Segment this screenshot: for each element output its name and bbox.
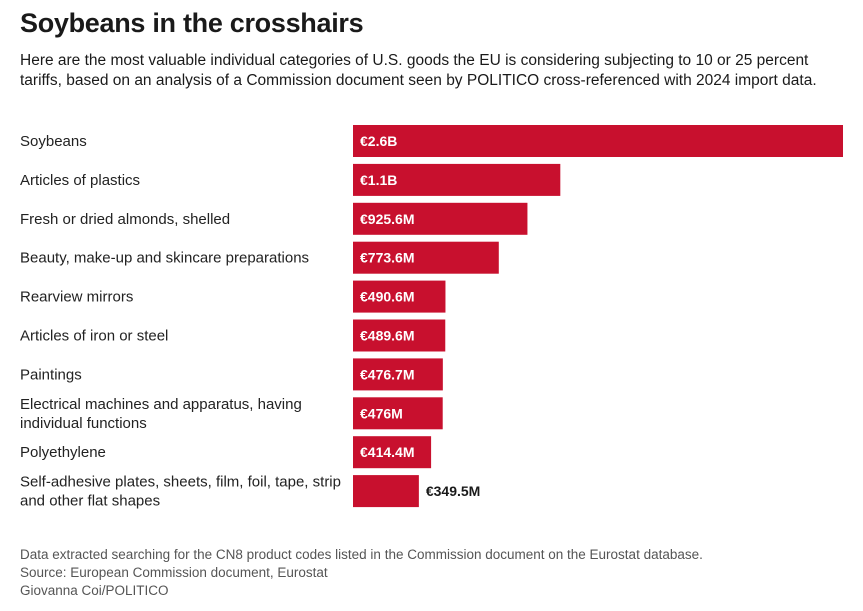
chart-footer: Data extracted searching for the CN8 pro… (20, 546, 703, 600)
value-label: €349.5M (426, 483, 480, 499)
bar (353, 280, 446, 313)
category-label: Fresh or dried almonds, shelled (20, 211, 230, 228)
bar (353, 125, 843, 157)
category-label: Beauty, make-up and skincare preparation… (20, 250, 309, 267)
category-label: Polyethylene (20, 444, 106, 461)
category-label: Soybeans (20, 133, 87, 150)
value-label: €1.1B (360, 172, 397, 188)
value-label: €2.6B (360, 133, 397, 149)
footer-note: Data extracted searching for the CN8 pro… (20, 547, 703, 562)
category-label: Articles of plastics (20, 172, 140, 189)
category-label: Paintings (20, 366, 82, 383)
value-label: €476M (360, 405, 403, 421)
footer-credit: Giovanna Coi/POLITICO (20, 583, 169, 598)
value-label: €476.7M (360, 366, 414, 382)
category-label: Electrical machines and apparatus, havin… (20, 396, 302, 432)
value-label: €490.6M (360, 289, 414, 305)
bar (353, 202, 528, 235)
bar (353, 358, 443, 391)
value-label: €925.6M (360, 211, 414, 227)
value-label: €773.6M (360, 250, 414, 266)
footer-source: Source: European Commission document, Eu… (20, 565, 328, 580)
bar (353, 397, 443, 430)
value-label: €489.6M (360, 328, 414, 344)
chart-subtitle: Here are the most valuable individual ca… (20, 52, 817, 89)
category-label: Rearview mirrors (20, 289, 133, 306)
bar (353, 475, 419, 508)
category-label: Self-adhesive plates, sheets, film, foil… (20, 474, 341, 510)
value-label: €414.4M (360, 444, 414, 460)
chart-title: Soybeans in the crosshairs (20, 8, 364, 38)
category-label: Articles of iron or steel (20, 328, 168, 345)
bar (353, 241, 499, 274)
bar (353, 436, 432, 469)
bar (353, 163, 561, 196)
bar (353, 319, 446, 352)
